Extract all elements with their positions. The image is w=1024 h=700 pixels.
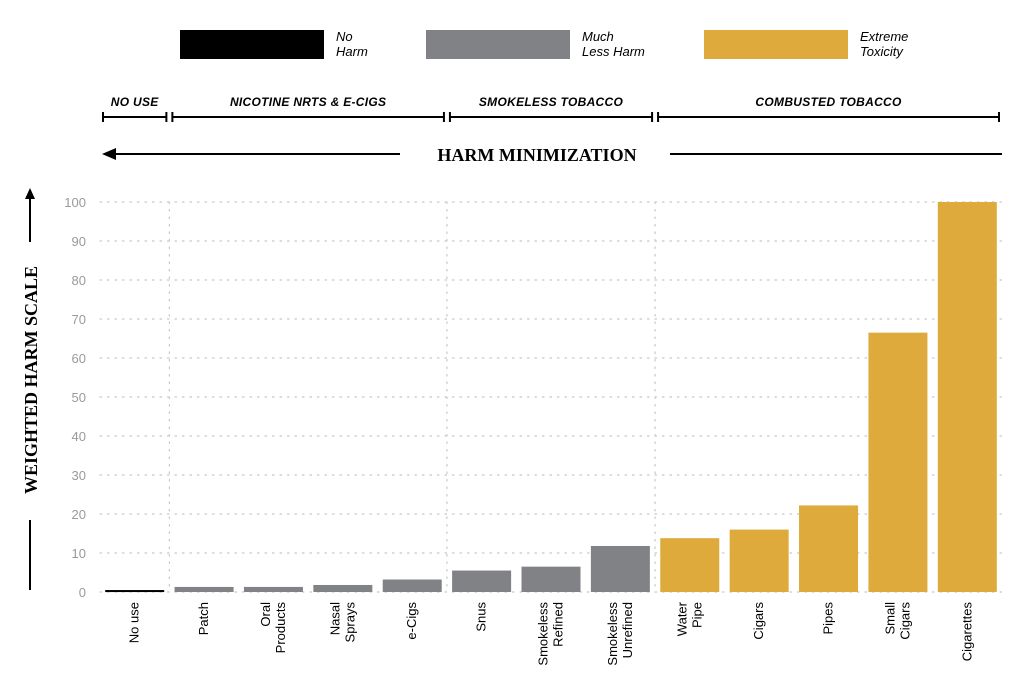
x-category-label: No use [127,602,142,643]
legend-swatch-2 [426,30,570,59]
legend: No Harm Much Less Harm Extreme Toxicity [180,29,908,59]
bar-13 [937,202,997,592]
bars [105,202,997,593]
x-category-label: Smokeless [536,602,551,666]
bar-6 [452,570,512,592]
y-tick-label: 0 [79,585,86,600]
x-category-label: Nasal [327,602,342,635]
legend-label-3: Extreme Toxicity [860,29,908,59]
x-category-label: Snus [474,602,489,632]
x-category-label: Patch [196,602,211,635]
bar-12 [868,332,928,592]
x-category-label: Smokeless [605,602,620,666]
x-category-label: Refined [551,602,566,647]
bar-7 [521,566,581,592]
y-tick-label: 50 [72,390,86,405]
harm-minimization-banner: HARM MINIMIZATION [102,145,1002,165]
bar-11 [799,505,859,592]
x-category-label: Cigars [897,602,912,640]
x-category-label: Products [273,602,288,654]
x-category-label: Pipes [821,602,836,635]
x-axis-categories: No use Patch Oral Products Nasal Sprays e-Cigs… [127,601,975,665]
group-label-2: NICOTINE NRTS & E-CIGS [230,95,386,109]
y-tick-label: 100 [64,195,86,210]
bar-4 [313,584,373,592]
bar-8 [590,545,650,592]
group-label-3: SMOKELESS TOBACCO [479,95,624,109]
y-tick-label: 90 [72,234,86,249]
bar-3 [243,586,303,592]
banner-arrowhead-left-icon [102,148,116,160]
banner-text: HARM MINIMIZATION [437,145,636,165]
group-label-1: NO USE [111,95,160,109]
y-tick-label: 60 [72,351,86,366]
bar-9 [660,538,720,592]
legend-swatch-3 [704,30,848,59]
bar-5 [382,579,442,592]
y-axis-title: WEIGHTED HARM SCALE [21,188,41,590]
x-category-label: e-Cigs [404,602,419,640]
legend-swatch-1 [180,30,324,59]
y-axis-arrowhead-up-icon [25,188,35,199]
y-tick-label: 70 [72,312,86,327]
bar-10 [729,529,789,592]
bar-2 [174,586,234,592]
y-tick-label: 10 [72,546,86,561]
x-category-label: Cigars [751,602,766,640]
y-tick-label: 80 [72,273,86,288]
legend-label-2: Much Less Harm [582,29,645,59]
legend-label-1: No Harm [336,29,368,59]
category-groups: NO USE NICOTINE NRTS & E-CIGS SMOKELESS TO… [102,95,1000,122]
y-tick-label: 30 [72,468,86,483]
grid [99,201,1003,593]
x-category-label: Small [882,602,897,635]
bar-1 [105,590,165,593]
y-axis-label: WEIGHTED HARM SCALE [21,266,41,494]
x-category-label: Sprays [342,602,357,643]
x-category-label: Unrefined [620,602,635,658]
x-category-label: Pipe [689,602,704,628]
x-category-label: Oral [258,602,273,627]
x-category-label: Water [674,601,689,636]
y-tick-label: 20 [72,507,86,522]
x-category-label: Cigarettes [959,602,974,662]
y-axis-ticks: 0 10 20 30 40 50 60 70 80 90 100 [64,195,86,600]
y-tick-label: 40 [72,429,86,444]
group-label-4: COMBUSTED TOBACCO [755,95,902,109]
